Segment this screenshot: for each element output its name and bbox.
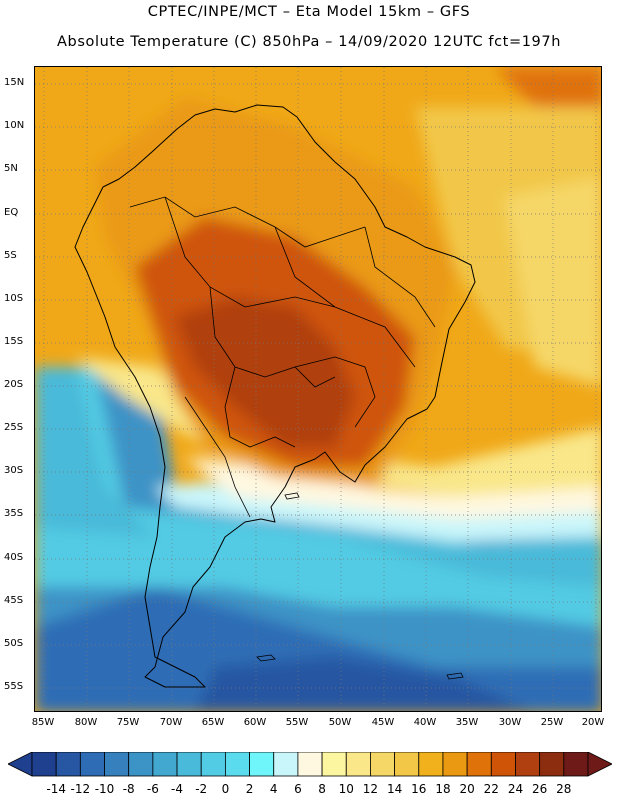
lat-label: 25S	[4, 422, 24, 433]
lat-label: 45S	[4, 595, 24, 606]
colorbar-swatch	[442, 752, 468, 777]
lon-label: 60W	[243, 717, 267, 728]
colorbar-swatch	[224, 752, 250, 777]
colorbar-swatch	[321, 752, 347, 777]
lon-label: 80W	[74, 717, 98, 728]
map-canvas	[35, 67, 601, 711]
lon-label: 75W	[116, 717, 140, 728]
colorbar-swatch	[55, 752, 81, 777]
colorbar-swatch	[104, 752, 130, 777]
lat-label: 10N	[4, 120, 25, 131]
colorbar-min-arrow	[8, 752, 33, 777]
lat-label: 5N	[4, 163, 18, 174]
colorbar-swatch	[394, 752, 420, 777]
colorbar-swatch	[539, 752, 565, 777]
colorbar-max-arrow	[587, 752, 612, 777]
lat-label: 5S	[4, 250, 17, 261]
lon-label: 85W	[31, 717, 55, 728]
lon-label: 55W	[285, 717, 309, 728]
lat-label: 15N	[4, 77, 25, 88]
colorbar-swatch	[128, 752, 154, 777]
lat-label: 30S	[4, 465, 24, 476]
temperature-map[interactable]	[34, 66, 602, 712]
colorbar-swatch	[515, 752, 541, 777]
colorbar-swatch	[466, 752, 492, 777]
lon-label: 50W	[328, 717, 352, 728]
lat-label: EQ	[4, 207, 19, 218]
lat-label: 50S	[4, 638, 24, 649]
colorbar-tick-label: 22	[483, 782, 499, 796]
colorbar-tick-label: 14	[386, 782, 403, 796]
colorbar-tick-label: 16	[411, 782, 427, 796]
lat-label: 40S	[4, 552, 24, 563]
colorbar-tick-label: 0	[221, 782, 230, 796]
lon-label: 40W	[413, 717, 437, 728]
colorbar-tick-label: -10	[94, 782, 115, 796]
colorbar-tick-label: 6	[294, 782, 302, 796]
colorbar-swatch	[370, 752, 396, 777]
lon-label: 70W	[159, 717, 183, 728]
colorbar-swatch	[176, 752, 202, 777]
colorbar-tick-label: -8	[122, 782, 135, 796]
colorbar	[8, 752, 612, 777]
lon-label: 25W	[540, 717, 564, 728]
colorbar-swatch	[249, 752, 275, 777]
colorbar-swatch	[31, 752, 57, 777]
lat-label: 55S	[4, 681, 24, 692]
colorbar-tick-label: 26	[532, 782, 548, 796]
country-borders	[129, 196, 436, 518]
colorbar-swatch	[345, 752, 371, 777]
colorbar-tick-label: -14	[46, 782, 66, 796]
temperature-field	[35, 67, 601, 711]
colorbar-swatch	[563, 752, 589, 777]
lat-label: 10S	[4, 293, 24, 304]
colorbar-tick-label: 18	[435, 782, 451, 796]
lon-label: 65W	[201, 717, 225, 728]
lon-label: 35W	[455, 717, 479, 728]
colorbar-tick-label: 10	[338, 782, 354, 796]
lon-label: 30W	[498, 717, 522, 728]
colorbar-swatch	[490, 752, 516, 777]
colorbar-tick-label: 24	[507, 782, 524, 796]
coastline	[74, 104, 476, 688]
islands	[256, 492, 464, 680]
map-graticule	[35, 67, 601, 711]
colorbar-tick-label: -6	[146, 782, 159, 796]
colorbar-tick-label: 20	[459, 782, 475, 796]
colorbar-tick-label: 28	[556, 782, 572, 796]
colorbar-swatch	[79, 752, 105, 777]
colorbar-tick-label: 12	[362, 782, 379, 796]
lat-label: 20S	[4, 379, 24, 390]
lon-label: 20W	[581, 717, 605, 728]
chart-subtitle: Absolute Temperature (C) 850hPa – 14/09/…	[57, 34, 561, 50]
chart-title: CPTEC/INPE/MCT – Eta Model 15km – GFS	[147, 4, 471, 20]
colorbar-tick-label: -4	[171, 782, 184, 796]
colorbar-swatch	[200, 752, 226, 777]
colorbar-tick-label: -12	[70, 782, 91, 796]
colorbar-swatch	[273, 752, 299, 777]
colorbar-tick-label: 2	[245, 782, 254, 796]
lon-label: 45W	[371, 717, 395, 728]
colorbar-tick-label: 4	[269, 782, 278, 796]
colorbar-swatch	[297, 752, 323, 777]
colorbar-tick-label: -2	[195, 782, 208, 796]
colorbar-swatch	[152, 752, 178, 777]
colorbar-swatch	[418, 752, 444, 777]
lat-label: 15S	[4, 336, 24, 347]
colorbar-tick-label: 8	[318, 782, 326, 796]
lat-label: 35S	[4, 508, 24, 519]
